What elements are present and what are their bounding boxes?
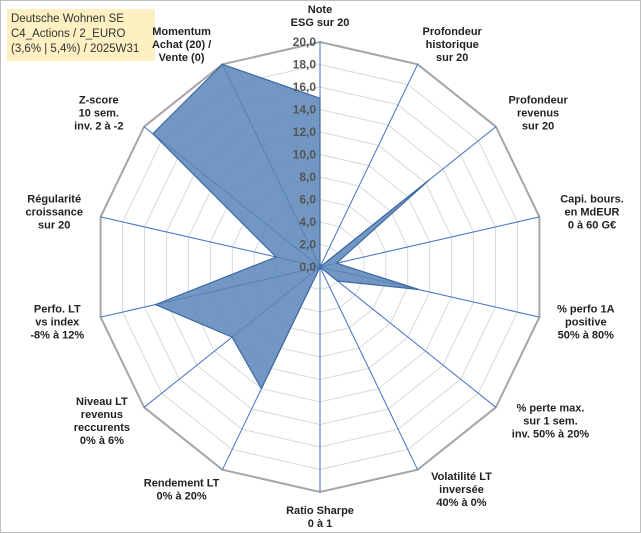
axis-label-line: inv. 2 à -2: [74, 121, 123, 133]
axis-label: % perfo 1A positive 50% à 80%: [557, 304, 615, 342]
axis-label-line: historique: [426, 39, 479, 51]
axis-label: Profondeur historique sur 20: [423, 26, 483, 64]
axis-label-line: inversée: [439, 484, 484, 496]
axis-label-line: reccurents: [74, 422, 130, 434]
axis-label-line: Vente (0): [159, 52, 205, 64]
axis-label: Z-score 10 sem. inv. 2 à -2: [74, 95, 123, 133]
axis-label: Momentum Achat (20) / Vente (0): [152, 26, 211, 64]
tick-label: 4,0: [299, 215, 316, 229]
axis-spoke: [319, 266, 497, 408]
axis-label-line: 0 à 60 G€: [568, 220, 616, 232]
axis-label-line: ESG sur 20: [291, 17, 350, 29]
axis-label-line: Rendement LT: [144, 478, 220, 490]
axis-label: Volatilité LT inversée 40% à 0%: [431, 471, 492, 509]
axis-label: Perfo. LT vs index -8% à 12%: [30, 304, 84, 342]
axis-label-line: % perfo 1A: [557, 304, 615, 316]
axis-label-line: Perfo. LT: [34, 304, 81, 316]
tick-label: 6,0: [299, 193, 316, 207]
axis-label-line: Profondeur: [508, 95, 568, 107]
axis-label-line: Volatilité LT: [431, 471, 492, 483]
axis-label-line: vs index: [35, 317, 80, 329]
axis-label-line: 0 à 1: [308, 518, 332, 530]
tick-label: 14,0: [293, 103, 317, 117]
axis-label-line: Niveau LT: [76, 396, 128, 408]
axis-label-line: sur 20: [522, 121, 554, 133]
tick-label: 8,0: [299, 170, 316, 184]
axis-label-line: sur 20: [436, 52, 468, 64]
tick-layer: 0,0 2,0 4,0 6,0 8,0 10,0 12,0 14,0 16,0 18,0 20,0: [293, 35, 317, 274]
axis-label-line: % perte max.: [517, 403, 585, 415]
axis-label: % perte max. sur 1 sem. inv. 50% à 20%: [512, 403, 590, 441]
axis-label-line: sur 20: [38, 220, 70, 232]
axis-label-line: Note: [308, 4, 332, 16]
tick-label: 2,0: [299, 238, 316, 252]
axis-label-line: 40% à 0%: [436, 497, 486, 509]
axis-label-line: 10 sem.: [79, 108, 119, 120]
series-layer: [152, 63, 431, 390]
title-line-category: C4_Actions / 2_EURO: [11, 28, 126, 40]
axis-label-line: Z-score: [79, 95, 119, 107]
axis-label-line: 0% à 20%: [157, 491, 207, 503]
chart-title-box: Deutsche Wohnen SE C4_Actions / 2_EURO (…: [7, 9, 155, 61]
axis-label-line: revenus: [81, 409, 123, 421]
axis-label-line: Régularité: [27, 194, 81, 206]
title-line-stats: (3,6% | 5,4%) / 2025W31: [11, 43, 140, 55]
axis-label-line: Ratio Sharpe: [286, 505, 354, 517]
axis-label: Régularité croissance sur 20: [25, 194, 82, 232]
axis-label-line: revenus: [517, 108, 559, 120]
axis-label: Rendement LT 0% à 20%: [144, 478, 220, 503]
axis-label-line: -8% à 12%: [30, 330, 84, 342]
axis-label-line: Profondeur: [423, 26, 483, 38]
tick-label: 12,0: [293, 125, 317, 139]
axis-spoke: [319, 216, 540, 268]
axis-label-line: Capi. bours.: [560, 194, 624, 206]
tick-label: 20,0: [293, 35, 317, 49]
axis-label: Capi. bours. en MdEUR 0 à 60 G€: [560, 194, 624, 232]
tick-label: 0,0: [299, 260, 316, 274]
axis-label-line: inv. 50% à 20%: [512, 429, 590, 441]
axis-spoke: [319, 64, 419, 268]
axis-spoke: [319, 266, 419, 470]
axis-label: Niveau LT revenus reccurents 0% à 6%: [74, 396, 130, 447]
axis-label-line: Momentum: [152, 26, 211, 38]
axis-label-line: sur 1 sem.: [523, 416, 577, 428]
axis-label-line: Achat (20) /: [152, 39, 211, 51]
axis-label-line: 0% à 6%: [80, 435, 124, 447]
axis-label-line: positive: [565, 317, 607, 329]
axis-label: Profondeur revenus sur 20: [508, 95, 568, 133]
axis-label-line: 50% à 80%: [558, 330, 614, 342]
title-line-company: Deutsche Wohnen SE: [11, 13, 124, 25]
tick-label: 16,0: [293, 80, 317, 94]
axis-label-line: croissance: [25, 207, 82, 219]
tick-label: 18,0: [293, 58, 317, 72]
tick-label: 10,0: [293, 148, 317, 162]
axis-label-line: en MdEUR: [565, 207, 620, 219]
data-series-area: [152, 63, 431, 390]
axis-label: Ratio Sharpe 0 à 1: [286, 505, 354, 530]
axis-label: Note ESG sur 20: [291, 4, 350, 29]
